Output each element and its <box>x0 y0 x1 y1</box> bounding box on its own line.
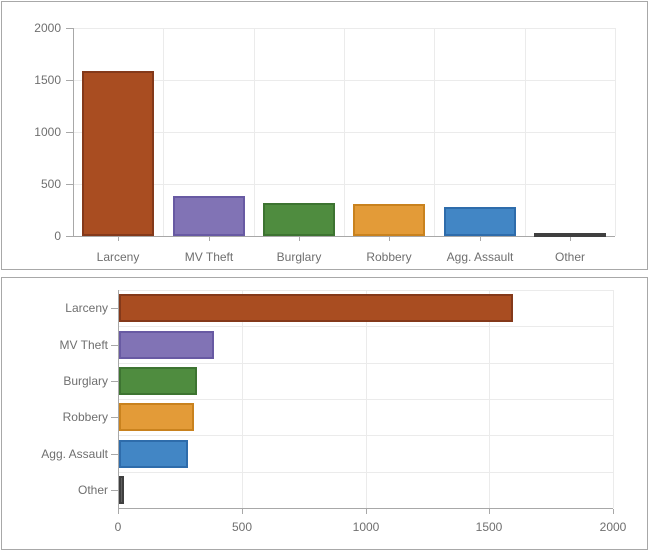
x-axis-tick <box>366 509 367 514</box>
y-axis-tick-label: 1000 <box>34 125 61 139</box>
x-axis-tick <box>118 237 119 241</box>
horizontal-bar-chart-panel: 0 500 1000 1500 2000 Larceny MV Theft Burglary R… <box>1 277 648 550</box>
vertical-bar-chart-panel: 0 500 1000 1500 2000 Larceny MV Theft Burglary R… <box>1 1 648 270</box>
category-label: Burglary <box>276 250 322 264</box>
bar-mv-theft[interactable] <box>173 196 245 236</box>
x-axis-tick <box>242 509 243 514</box>
x-axis-tick <box>480 237 481 241</box>
gridline-horizontal <box>118 435 613 436</box>
x-axis-tick <box>209 237 210 241</box>
gridline-horizontal <box>118 472 613 473</box>
gridline-vertical <box>254 28 255 236</box>
category-label: Burglary <box>63 374 108 388</box>
category-label: MV Theft <box>59 338 108 352</box>
gridline-horizontal <box>118 399 613 400</box>
y-axis-tick <box>66 28 73 29</box>
y-axis-tick <box>66 80 73 81</box>
gridline-vertical <box>344 28 345 236</box>
bar-robbery[interactable] <box>119 403 194 431</box>
gridline-horizontal <box>118 290 613 291</box>
category-label: Other <box>77 483 108 497</box>
gridline-vertical <box>163 28 164 236</box>
bar-burglary[interactable] <box>263 203 335 236</box>
x-axis-tick <box>389 237 390 241</box>
bar-larceny[interactable] <box>82 71 154 236</box>
category-label: Robbery <box>62 410 108 424</box>
bar-agg-assault[interactable] <box>119 440 188 468</box>
x-axis-tick-label: 500 <box>231 520 253 534</box>
y-axis-tick <box>111 454 118 455</box>
category-label: Other <box>554 250 585 264</box>
y-axis-tick <box>66 132 73 133</box>
bar-burglary[interactable] <box>119 367 197 395</box>
y-axis-line <box>73 28 74 236</box>
gridline-horizontal <box>118 326 613 327</box>
x-axis-tick <box>570 237 571 241</box>
x-axis-tick-label: 1000 <box>352 520 380 534</box>
category-label: Robbery <box>366 250 412 264</box>
gridline-horizontal <box>118 363 613 364</box>
y-axis-tick-label: 2000 <box>34 21 61 35</box>
x-axis-tick <box>118 509 119 514</box>
y-axis-tick-label: 500 <box>40 177 61 191</box>
y-axis-tick <box>111 417 118 418</box>
category-label: Larceny <box>96 250 140 264</box>
y-axis-tick <box>111 381 118 382</box>
category-label: MV Theft <box>184 250 234 264</box>
bar-agg-assault[interactable] <box>444 207 516 236</box>
y-axis-tick <box>111 490 118 491</box>
gridline-vertical <box>613 290 614 508</box>
y-axis-tick-label: 1500 <box>34 73 61 87</box>
x-axis-tick-label: 2000 <box>599 520 627 534</box>
y-axis-tick <box>111 308 118 309</box>
x-axis-line <box>118 508 613 509</box>
gridline-vertical <box>615 28 616 236</box>
category-label: Larceny <box>65 301 108 315</box>
bar-mv-theft[interactable] <box>119 331 214 359</box>
x-axis-tick <box>299 237 300 241</box>
bar-other[interactable] <box>119 476 124 504</box>
x-axis-tick <box>489 509 490 514</box>
y-axis-tick <box>66 184 73 185</box>
gridline-vertical <box>525 28 526 236</box>
x-axis-tick <box>613 509 614 514</box>
bar-larceny[interactable] <box>119 294 513 322</box>
x-axis-tick-label: 1500 <box>475 520 503 534</box>
y-axis-tick-label: 0 <box>54 229 61 243</box>
category-label: Agg. Assault <box>446 250 514 264</box>
bar-other[interactable] <box>534 233 606 237</box>
y-axis-line <box>118 290 119 508</box>
bar-robbery[interactable] <box>353 204 425 236</box>
y-axis-tick <box>111 345 118 346</box>
gridline-vertical <box>434 28 435 236</box>
x-axis-line <box>66 236 615 237</box>
category-label: Agg. Assault <box>41 447 108 461</box>
x-axis-tick-label: 0 <box>114 520 122 534</box>
